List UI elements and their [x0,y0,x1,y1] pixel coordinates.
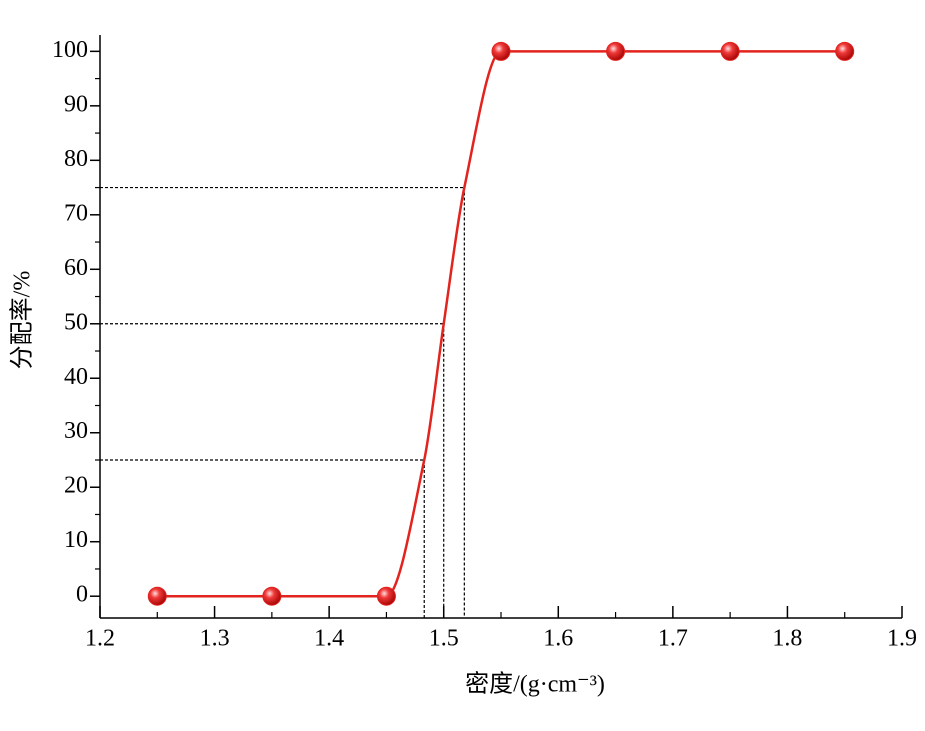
y-tick-label: 0 [76,582,88,608]
y-tick-label: 50 [64,309,88,335]
y-tick-label: 30 [64,418,88,444]
y-tick-label: 20 [64,473,88,499]
y-tick-label: 40 [64,364,88,390]
y-tick-label: 70 [64,200,88,226]
data-point [835,41,855,61]
x-tick-label: 1.4 [314,626,344,652]
x-axis-label: 密度/(g·cm⁻³) [465,671,605,698]
data-point [606,41,626,61]
y-tick-label: 10 [64,527,88,553]
data-point [376,586,396,606]
data-point [262,586,282,606]
y-tick-label: 60 [64,255,88,281]
fit-curve [157,50,845,598]
x-tick-label: 1.3 [200,626,230,652]
data-point [720,41,740,61]
y-tick-label: 100 [52,37,88,63]
x-tick-label: 1.8 [772,626,802,652]
x-tick-label: 1.6 [543,626,573,652]
x-tick-label: 1.9 [887,626,917,652]
y-tick-label: 80 [64,146,88,172]
x-tick-label: 1.7 [658,626,688,652]
data-point [491,41,511,61]
y-tick-label: 90 [64,91,88,117]
data-point [147,586,167,606]
x-tick-label: 1.5 [429,626,459,652]
y-axis-label: 分配率/% [9,271,36,370]
x-tick-label: 1.2 [85,626,115,652]
